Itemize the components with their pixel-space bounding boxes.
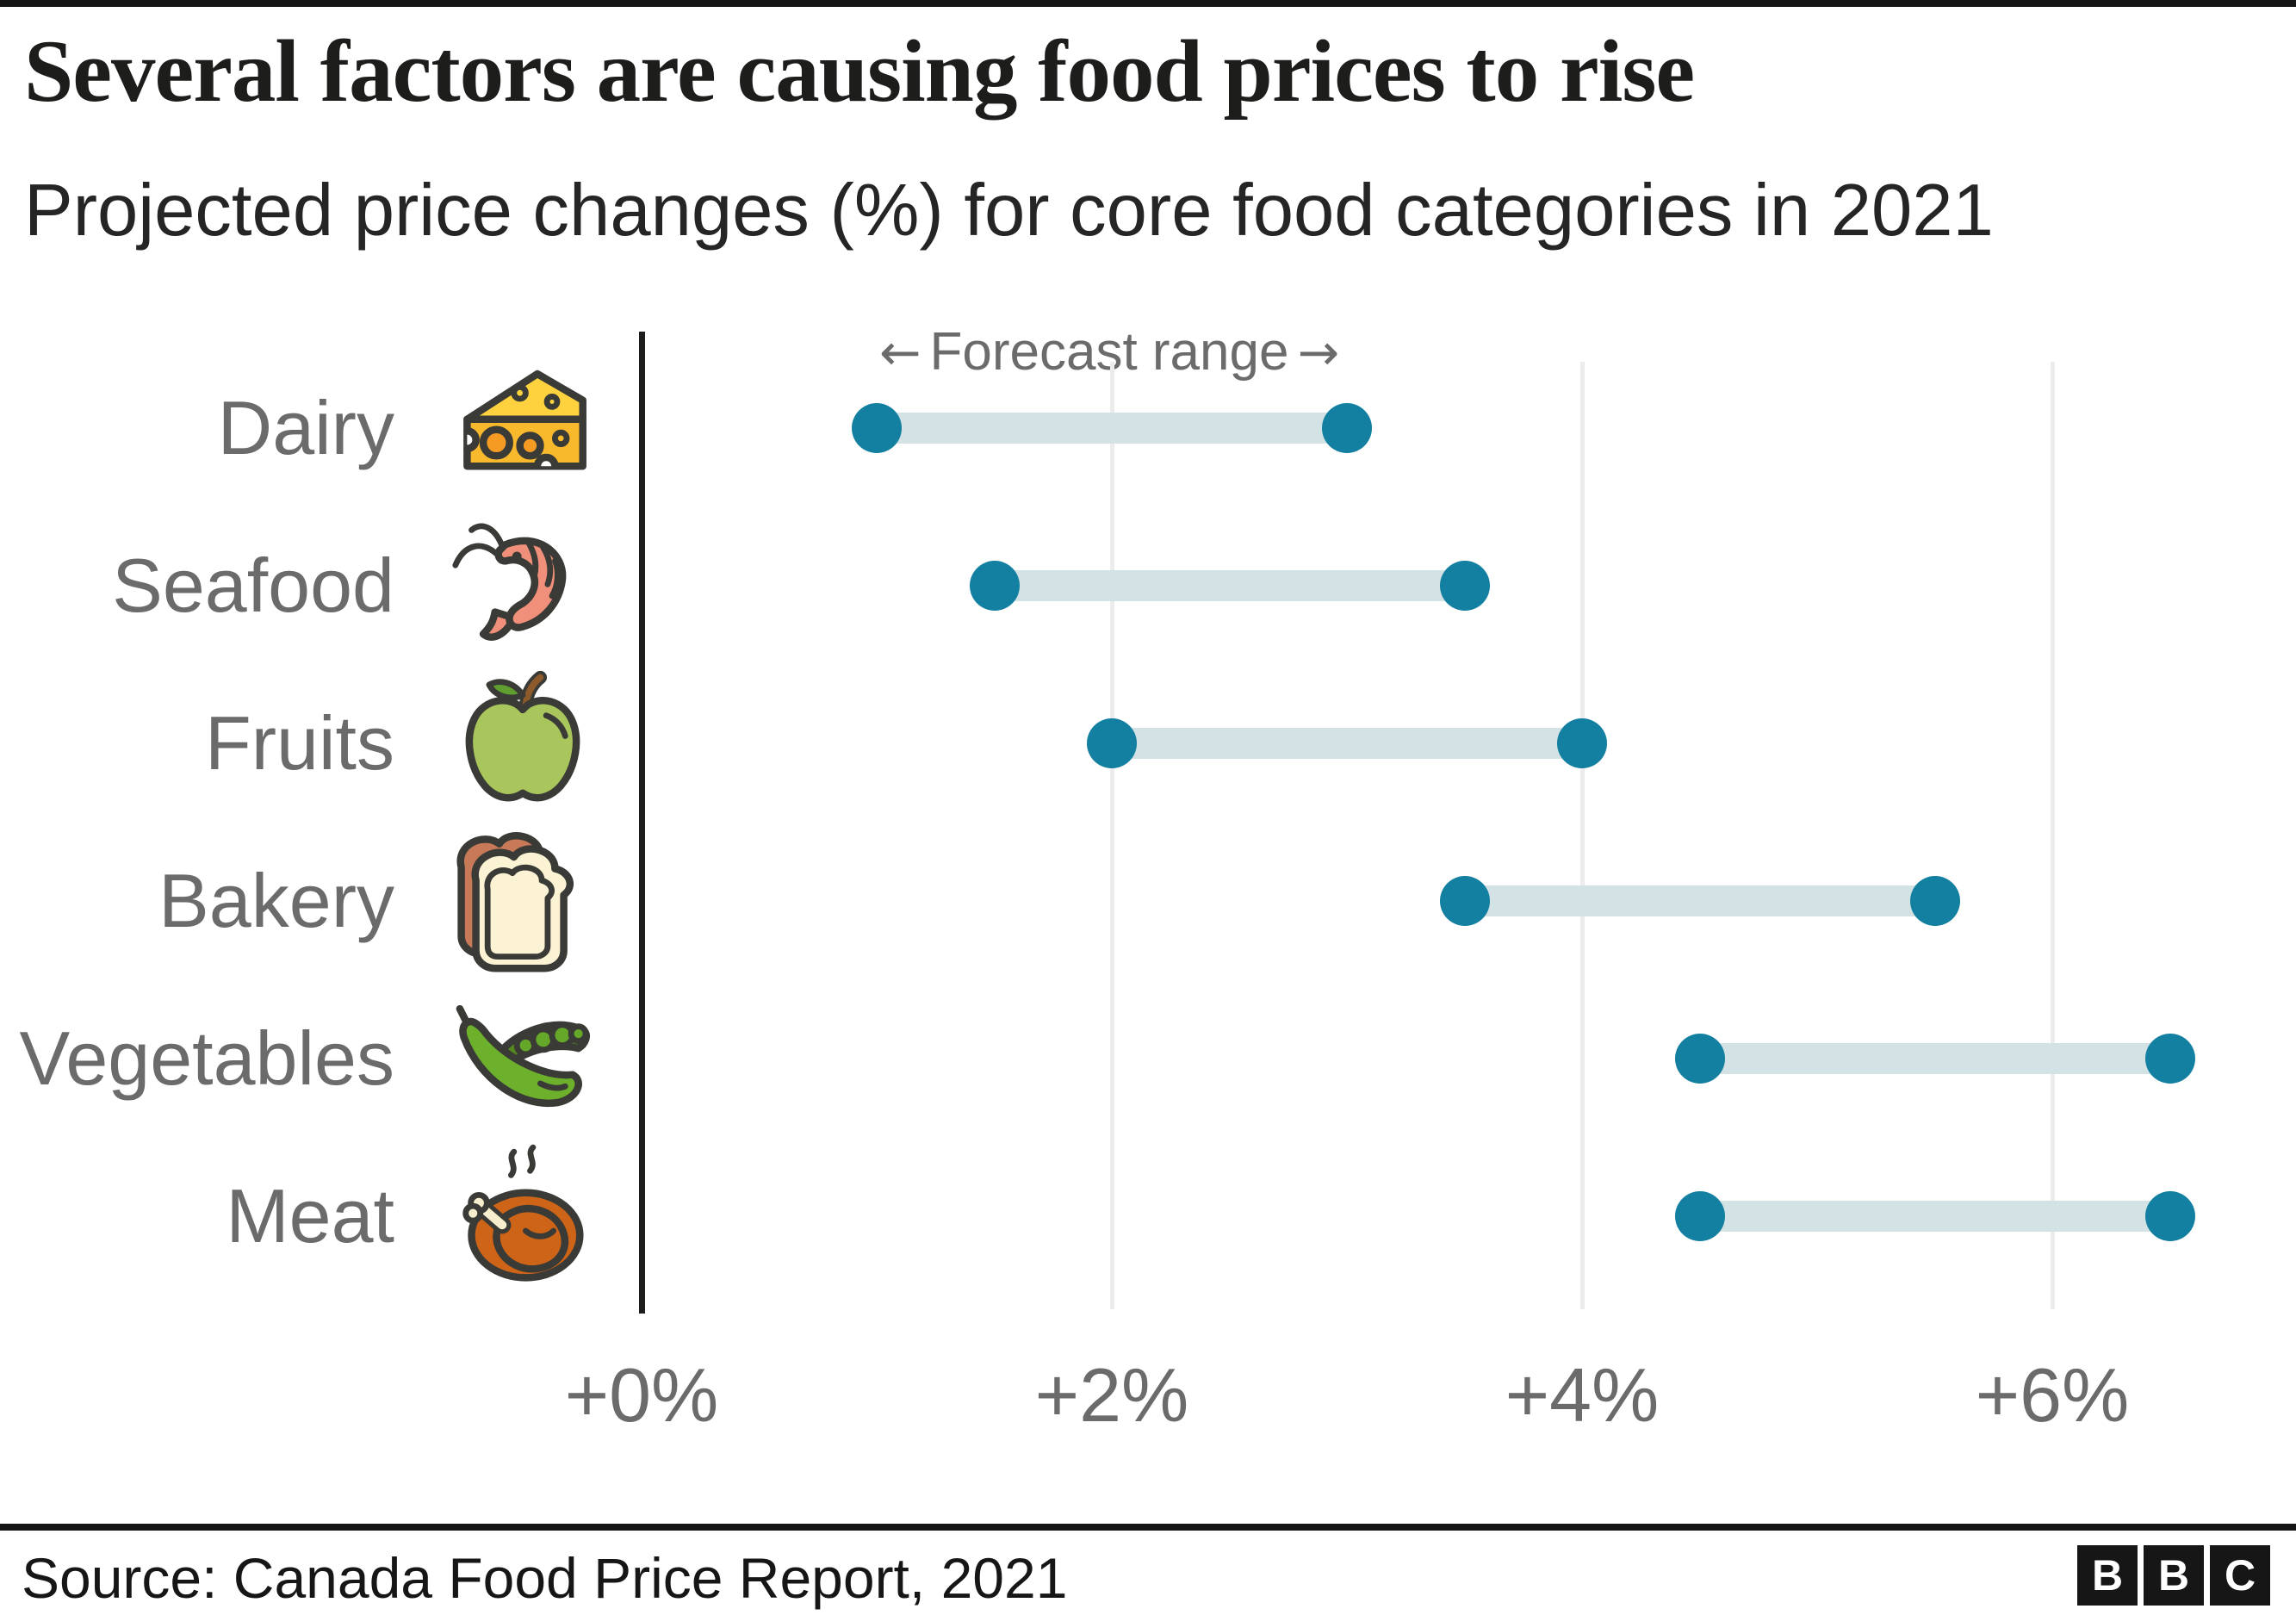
forecast-min-dot — [852, 403, 902, 453]
forecast-max-dot — [2144, 1191, 2195, 1241]
peas-icon — [456, 1004, 590, 1108]
cheese-icon — [463, 370, 586, 470]
forecast-max-dot — [1909, 876, 1960, 926]
category-label: Fruits — [205, 700, 394, 786]
forecast-min-dot — [1674, 1191, 1725, 1241]
forecast-min-dot — [1087, 718, 1137, 768]
left-arrow-icon: ← — [878, 323, 922, 382]
x-tick-label: +2% — [1034, 1352, 1189, 1438]
footer-divider — [0, 1524, 2296, 1531]
bread-icon — [456, 832, 574, 972]
category-label: Bakery — [158, 858, 394, 943]
x-gridline — [2050, 362, 2055, 1309]
bbc-logo-letter: C — [2210, 1545, 2270, 1606]
forecast-max-dot — [2144, 1034, 2195, 1084]
chart-title: Several factors are causing food prices … — [24, 22, 1695, 121]
forecast-range-bar — [1112, 728, 1582, 759]
roast-meat-icon — [462, 1144, 584, 1282]
forecast-range-bar — [994, 570, 1465, 601]
x-tick-label: +4% — [1505, 1352, 1660, 1438]
shrimp-icon — [452, 523, 567, 641]
category-label: Vegetables — [19, 1016, 395, 1101]
source-credit: Source: Canada Food Price Report, 2021 — [22, 1546, 1068, 1610]
x-axis-baseline — [638, 332, 645, 1314]
category-label: Seafood — [112, 543, 394, 628]
peas-icon-slot — [450, 985, 596, 1132]
forecast-min-dot — [1439, 876, 1490, 926]
top-border-rule — [0, 0, 2296, 7]
cheese-icon-slot — [450, 355, 596, 501]
forecast-min-dot — [1674, 1034, 1725, 1084]
forecast-max-dot — [1439, 561, 1490, 611]
bbc-logo-letter: B — [2144, 1545, 2204, 1606]
forecast-max-dot — [1557, 718, 1607, 768]
x-gridline — [1579, 362, 1585, 1309]
forecast-range-label: Forecast range — [929, 322, 1289, 382]
forecast-range-annotation: ← Forecast range → — [549, 320, 1669, 384]
shrimp-icon-slot — [450, 512, 596, 659]
bread-icon-slot — [450, 828, 596, 974]
chart-subtitle: Projected price changes (%) for core foo… — [24, 170, 1994, 252]
x-tick-label: +0% — [564, 1352, 719, 1438]
category-label: Meat — [226, 1173, 394, 1258]
forecast-min-dot — [969, 561, 1020, 611]
forecast-range-bar — [1464, 885, 1935, 916]
right-arrow-icon: → — [1297, 323, 1340, 382]
roast-meat-icon-slot — [450, 1143, 596, 1289]
apple-icon — [465, 670, 580, 802]
category-label: Dairy — [217, 385, 394, 470]
x-gridline — [1109, 362, 1114, 1309]
x-tick-label: +6% — [1975, 1352, 2130, 1438]
bbc-logo-letter: B — [2077, 1545, 2138, 1606]
apple-icon-slot — [450, 670, 596, 817]
bbc-logo: B B C — [2077, 1545, 2270, 1606]
forecast-range-bar — [1699, 1201, 2170, 1232]
forecast-range-bar — [1699, 1043, 2170, 1074]
forecast-max-dot — [1322, 403, 1372, 453]
forecast-range-bar — [877, 413, 1347, 444]
